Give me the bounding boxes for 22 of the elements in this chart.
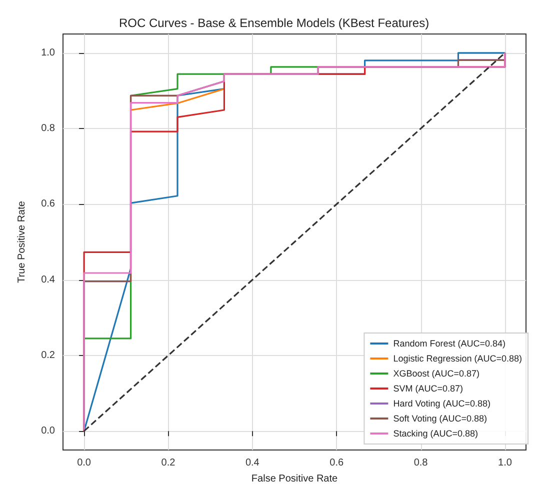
legend-label: Soft Voting (AUC=0.88) xyxy=(393,414,488,424)
y-tick-label: 0.4 xyxy=(41,274,56,286)
legend-label: Stacking (AUC=0.88) xyxy=(393,428,478,438)
y-tick-label: 0.2 xyxy=(41,350,56,361)
legend-label: Hard Voting (AUC=0.88) xyxy=(393,398,491,408)
x-tick-label: 0.8 xyxy=(414,458,428,468)
y-tick-label: 0.0 xyxy=(41,426,56,437)
legend-label: XGBoost (AUC=0.87) xyxy=(393,368,480,378)
x-tick-label: 0.2 xyxy=(161,458,176,468)
chart-title: ROC Curves - Base & Ensemble Models (KBest Features) xyxy=(118,16,430,30)
legend-label: Logistic Regression (AUC=0.88) xyxy=(393,354,522,364)
x-tick-label: 0.6 xyxy=(330,458,344,468)
legend-label: Random Forest (AUC=0.84) xyxy=(393,338,506,348)
y-axis-title: True Positive Rate xyxy=(16,200,28,283)
x-tick-label: 0.4 xyxy=(245,458,260,468)
y-tick-label: 1.0 xyxy=(41,47,56,58)
legend-label: SVM (AUC=0.87) xyxy=(393,384,463,394)
y-tick-label: 0.8 xyxy=(41,123,56,134)
y-tick-label: 0.6 xyxy=(41,198,56,210)
x-tick-label: 1.0 xyxy=(498,458,512,468)
x-axis-title: False Positive Rate xyxy=(251,474,338,484)
x-tick-label: 0.0 xyxy=(77,458,92,468)
